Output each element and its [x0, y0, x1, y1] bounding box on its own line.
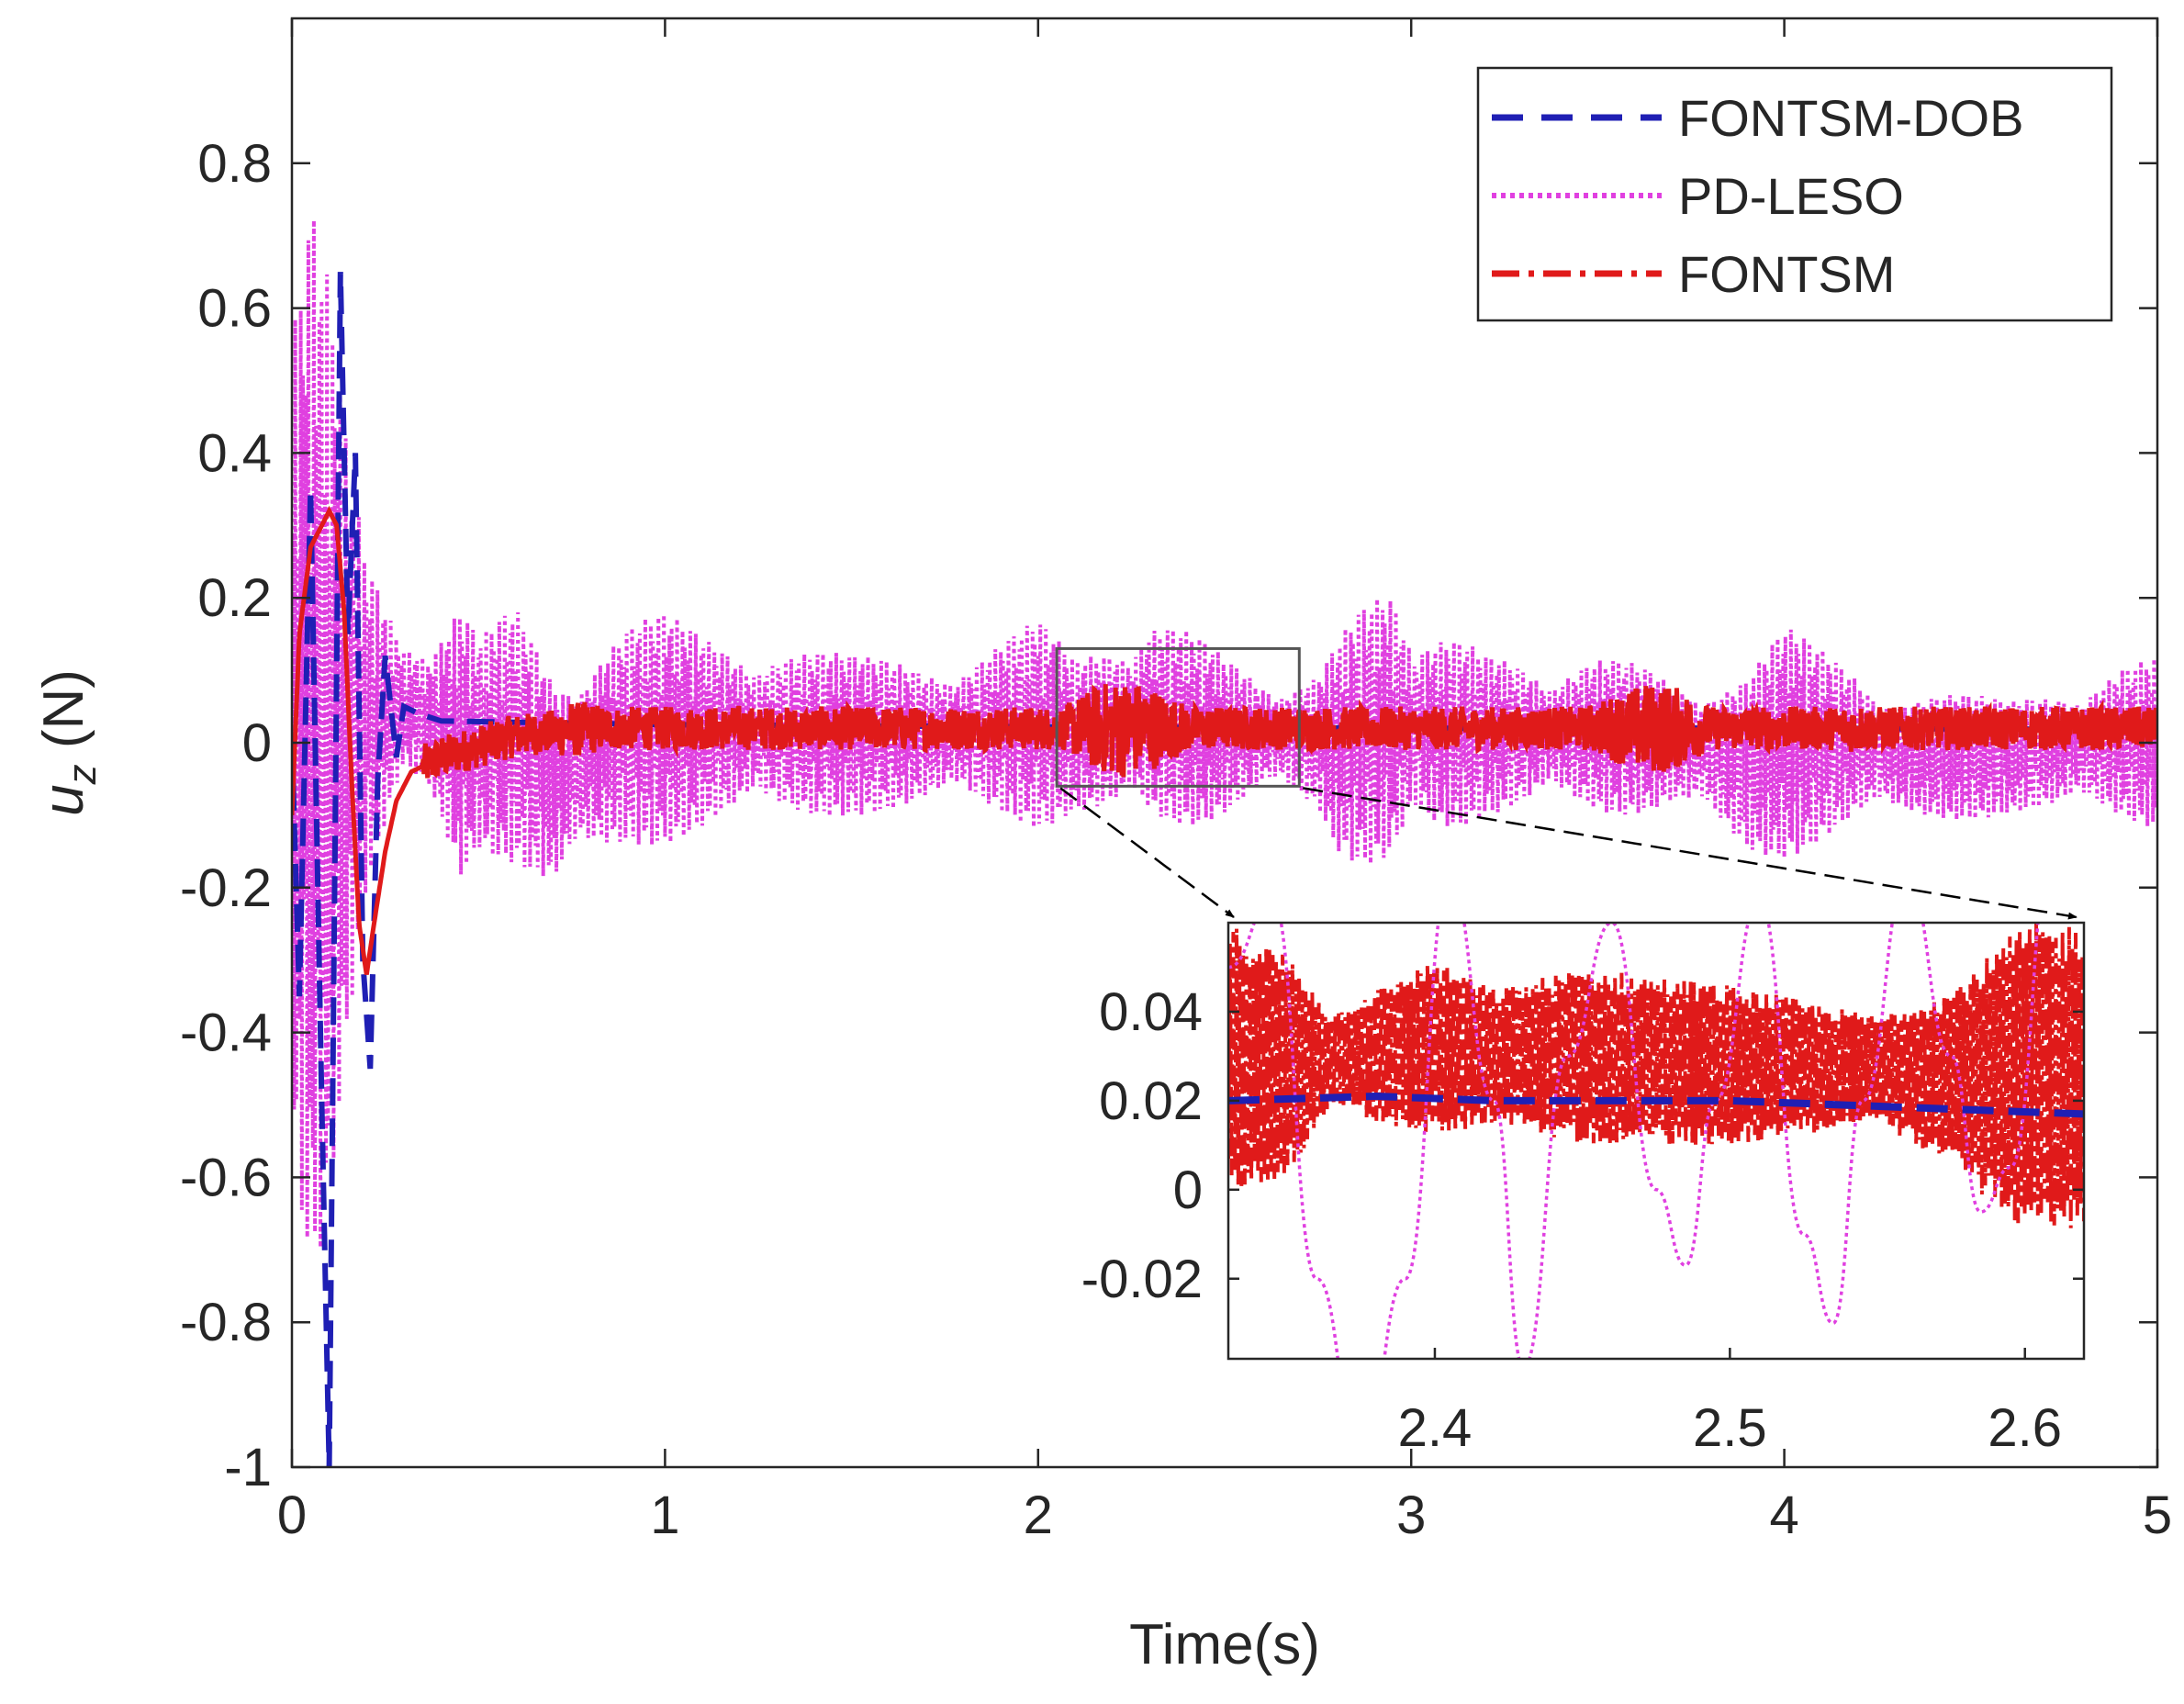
inset-ticks-group: 2.4 2.5 2.6 0.04 0.02 0 -0.02 — [1081, 982, 2084, 1458]
y-tick-label: -0.2 — [180, 858, 272, 918]
inset-series-fontsm — [1228, 923, 2084, 1228]
y-ticks-group: -1 -0.8 -0.6 -0.4 -0.2 0 0.2 0.4 0.6 0.8 — [180, 134, 2157, 1497]
y-axis-title: uz (N) — [32, 669, 105, 816]
series-fontsm — [292, 505, 2157, 975]
x-tick-label: 0 — [277, 1485, 307, 1545]
inset-y-tick-label: -0.02 — [1081, 1250, 1203, 1309]
y-tick-label: -0.4 — [180, 1003, 272, 1063]
inset-axes-box — [1226, 921, 2086, 1361]
inset-y-tick-label: 0 — [1173, 1160, 1203, 1220]
inset-x-tick-label: 2.6 — [1988, 1398, 2062, 1458]
legend-label-fontsm-dob: FONTSM-DOB — [1678, 89, 2023, 147]
y-tick-label: -0.6 — [180, 1148, 272, 1207]
y-tick-label: 0.2 — [197, 568, 272, 628]
x-tick-label: 1 — [650, 1485, 679, 1545]
x-tick-label: 5 — [2143, 1485, 2172, 1545]
x-tick-label: 3 — [1396, 1485, 1426, 1545]
y-tick-label: 0 — [242, 713, 272, 773]
y-tick-label: -0.8 — [180, 1293, 272, 1352]
y-axis-title-unit: (N) — [32, 669, 95, 764]
inset-series-group — [1228, 923, 2084, 1359]
y-axis-title-sub: z — [60, 764, 105, 785]
legend-label-pd-leso: PD-LESO — [1678, 167, 1904, 225]
inset-series-pd-leso — [1228, 923, 2084, 1359]
y-tick-label: 0.4 — [197, 423, 272, 483]
y-tick-label: 0.8 — [197, 134, 272, 194]
y-axis-title-base: u — [32, 784, 95, 815]
zoom-arrow-left — [1059, 787, 1235, 919]
zoom-box — [1055, 646, 1301, 788]
inset-x-tick-label: 2.4 — [1398, 1398, 1473, 1458]
inset-y-tick-label: 0.02 — [1099, 1071, 1203, 1131]
x-tick-label: 2 — [1024, 1485, 1053, 1545]
y-tick-label: 0.6 — [197, 279, 272, 339]
legend: FONTSM-DOB PD-LESO FONTSM — [1476, 66, 2113, 322]
y-tick-label: -1 — [224, 1438, 272, 1497]
inset-series-fontsm-dob — [1228, 1092, 2084, 1118]
x-ticks-group: 0 1 2 3 4 5 — [277, 18, 2172, 1545]
legend-label-fontsm: FONTSM — [1678, 245, 1895, 303]
inset-x-tick-label: 2.5 — [1693, 1398, 1767, 1458]
x-axis-title: Time(s) — [1129, 1613, 1320, 1676]
inset-y-tick-label: 0.04 — [1099, 982, 1203, 1042]
x-tick-label: 4 — [1769, 1485, 1798, 1545]
main-series-group — [292, 219, 2157, 1467]
zoom-arrow-right — [1303, 787, 2078, 920]
